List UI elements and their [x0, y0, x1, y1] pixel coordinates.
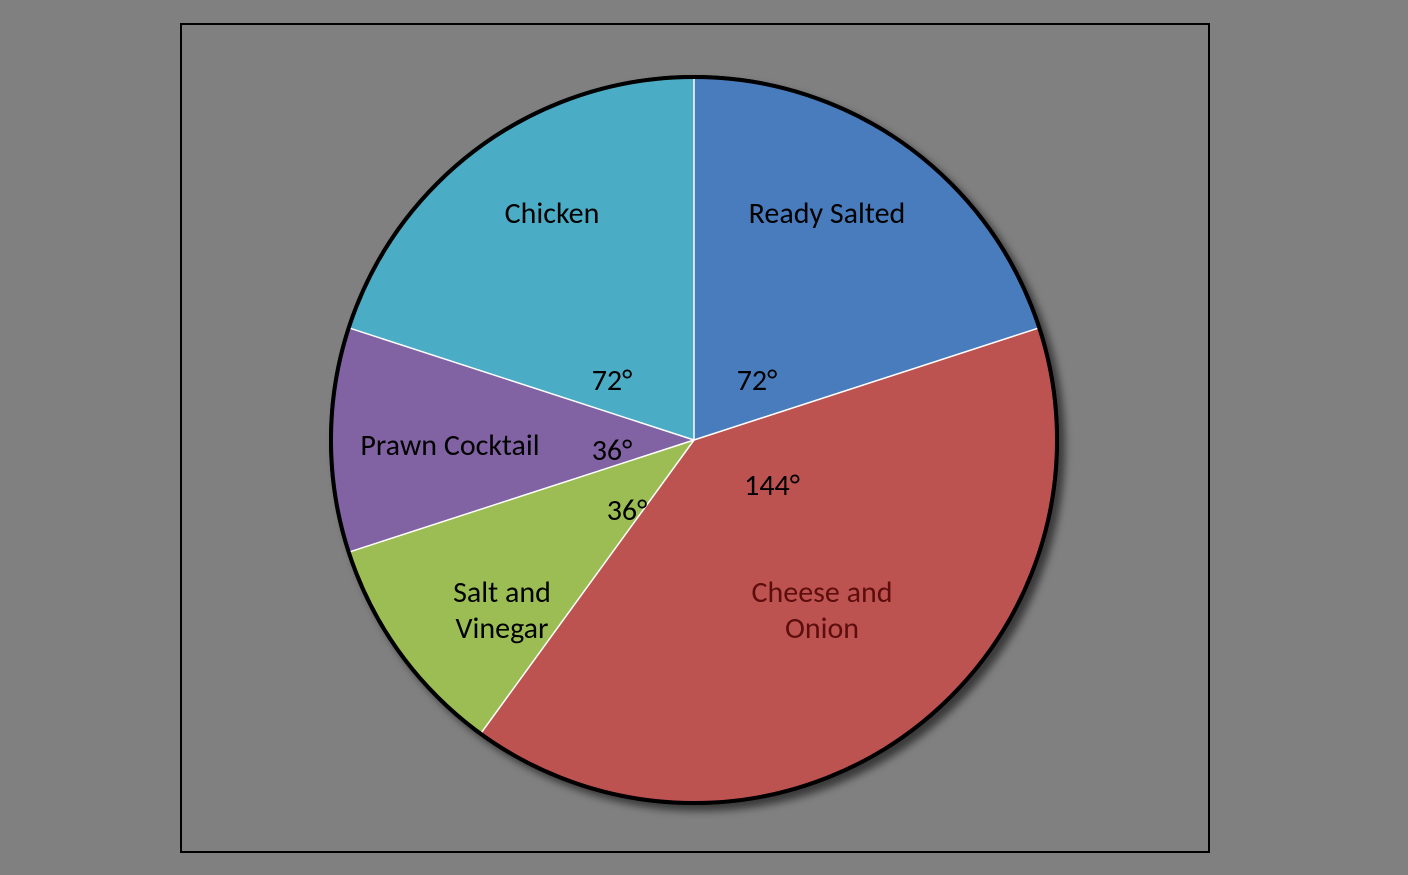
- slice-degree-label: 144°: [744, 467, 800, 504]
- pie-chart: Ready Salted72°Cheese andOnion144°Salt a…: [182, 25, 1208, 851]
- chart-frame: Ready Salted72°Cheese andOnion144°Salt a…: [180, 23, 1210, 853]
- slice-label: Prawn Cocktail: [360, 427, 539, 464]
- slice-label: Chicken: [505, 195, 600, 232]
- slice-degree-label: 36°: [607, 492, 648, 529]
- slice-degree-label: 72°: [737, 362, 778, 399]
- slice-degree-label: 36°: [592, 432, 633, 469]
- slice-label: Salt andVinegar: [453, 574, 551, 647]
- slice-label: Ready Salted: [749, 195, 906, 232]
- slice-degree-label: 72°: [592, 362, 633, 399]
